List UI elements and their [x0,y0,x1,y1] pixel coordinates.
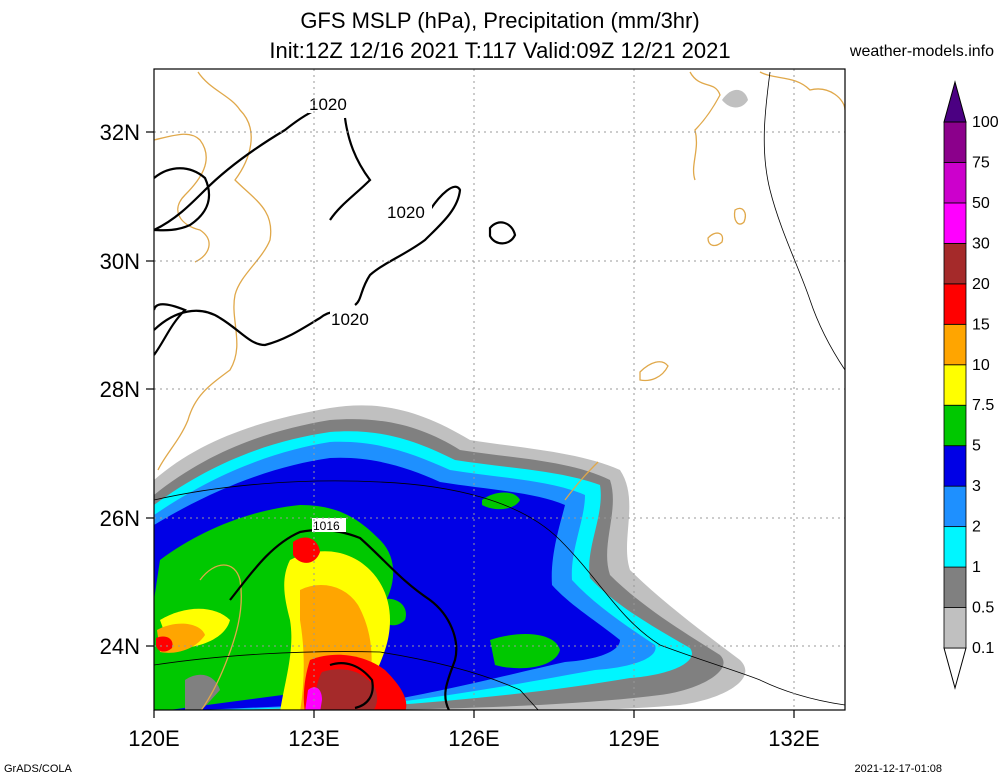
lat-label-26n: 26N [100,506,140,531]
colorbar-box-50 [943,162,967,204]
colorbar-label-5: 5 [972,438,981,455]
colorbar-label-15: 15 [972,316,990,333]
lat-label-32n: 32N [100,120,140,145]
isobar-label-4: 1016 [313,519,340,533]
isobar-1020-b [354,185,462,306]
coast-china [157,71,272,471]
isobar-1020-e [154,303,187,356]
precip-15c [156,636,173,652]
coast-china-2 [154,133,210,263]
precip-south [185,674,220,710]
isobar-1020-a2 [329,117,372,221]
isobar-closed [488,221,517,245]
colorbar-box-1 [943,526,967,568]
colorbar-label-30: 30 [972,235,990,252]
coast-taiwan [199,564,242,710]
colorbar-box-10 [943,323,967,366]
graticule [154,69,845,710]
colorbar-box-3 [943,445,967,487]
coast-korea [689,71,721,181]
footer-credit: GrADS/COLA [4,763,72,775]
isobar-1020-d [154,167,211,232]
colorbar-label-20: 20 [972,276,990,293]
isobars [154,106,517,710]
colorbar-label-7.5: 7.5 [972,397,994,414]
chart-title: GFS MSLP (hPa), Precipitation (mm/3hr) [300,8,700,33]
isobar-label-2: 1020 [387,203,425,222]
isobar-label-3: 1020 [331,310,369,329]
coastlines [154,71,845,710]
colorbar-label-2: 2 [972,519,981,536]
colorbar-box-5 [943,404,967,447]
colorbar-box-20 [943,242,967,285]
colorbar-box-0.1 [943,607,967,649]
colorbar-arrow-bottom [943,647,967,690]
coast-okinawa [564,461,599,501]
colorbar-boxes [943,80,967,690]
isobar-1020-c [154,309,336,347]
footer-timestamp: 2021-12-17-01:08 [854,763,942,775]
axis-labels: 32N 30N 28N 26N 24N 120E 123E 126E 129E … [100,120,820,751]
colorbar-labels: 0.1 0.5 1 2 3 5 7.5 10 15 20 30 50 75 100 [972,114,999,657]
coast-kyushu [759,71,845,111]
isobar-1016-b [329,662,374,710]
colorbar-label-50: 50 [972,195,990,212]
precip-island [722,89,748,108]
colorbar-label-75: 75 [972,154,990,171]
isobar-labels: 1020 1020 1020 1016 [308,95,432,533]
colorbar-box-30 [943,202,967,244]
coast-island-b [733,207,746,225]
precip-field [154,89,748,710]
lat-label-28n: 28N [100,377,140,402]
site-label: weather-models.info [849,43,994,60]
lon-label-120e: 120E [128,726,179,751]
boundaries [154,71,845,710]
isobar-1020-a [154,106,321,231]
lon-label-126e: 126E [448,726,499,751]
colorbar-box-15 [943,283,967,325]
lat-label-24n: 24N [100,634,140,659]
isobar-label-1: 1020 [309,95,347,114]
precip-15b [293,537,320,563]
colorbar-label-0.1: 0.1 [972,640,994,657]
colorbar-arrow-top [943,80,967,123]
boundary-3 [154,651,539,710]
colorbar-box-7.5 [943,364,967,406]
coast-ryukyu [639,361,669,382]
colorbar-label-0.5: 0.5 [972,600,994,617]
boundary-1 [763,71,845,371]
lat-label-30n: 30N [100,249,140,274]
colorbar-box-75 [943,121,967,163]
precip-20 [316,669,378,710]
chart-subtitle: Init:12Z 12/16 2021 T:117 Valid:09Z 12/2… [269,38,731,63]
coast-island-a [707,232,724,247]
precip-5b [490,634,560,669]
lon-label-129e: 129E [608,726,659,751]
precip-30 [305,687,322,710]
lon-label-132e: 132E [768,726,819,751]
boundary-2 [154,480,845,706]
axis-ticks [146,131,795,718]
precip-5c [482,492,520,510]
colorbar-box-2 [943,485,967,528]
isobar-1016 [229,528,458,710]
colorbar-label-100: 100 [972,114,999,131]
colorbar-box-0.5 [943,566,967,608]
colorbar-label-1: 1 [972,559,981,576]
colorbar-label-10: 10 [972,357,990,374]
lon-label-123e: 123E [288,726,339,751]
colorbar-label-3: 3 [972,478,981,495]
